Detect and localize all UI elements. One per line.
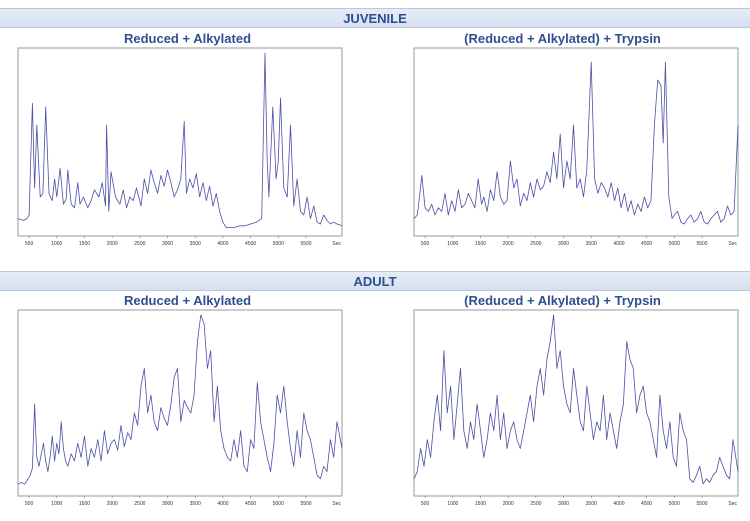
panel-title-juvenile-trypsin: (Reduced + Alkylated) + Trypsin (464, 30, 661, 46)
x-tick-label: 500 (25, 241, 34, 247)
series-line (413, 61, 739, 225)
x-tick-label: 4000 (613, 501, 624, 507)
x-unit-label: Sec (728, 501, 737, 507)
x-tick-label: 5500 (696, 241, 707, 247)
x-tick-label: 1500 (79, 501, 90, 507)
x-tick-label: 3500 (586, 501, 597, 507)
chart-juvenile-reduced-alkylated: 500 1000 1500 2000 2500 3000 3500 4000 4500 5000 5… (17, 47, 343, 247)
x-unit-label: Sec (332, 501, 341, 507)
x-tick-label: 3500 (190, 241, 201, 247)
x-tick-label: 4500 (245, 241, 256, 247)
x-tick-label: 2000 (503, 501, 514, 507)
plot-frame (17, 47, 343, 237)
x-tick-label: 1000 (447, 501, 458, 507)
x-tick-label: 4000 (613, 241, 624, 247)
series-line (413, 314, 739, 485)
series-line (17, 52, 343, 229)
x-tick-label: 2500 (530, 501, 541, 507)
x-tick-label: 4000 (217, 241, 228, 247)
x-tick-label: 4500 (245, 501, 256, 507)
x-tick-label: 4000 (217, 501, 228, 507)
x-tick-label: 3000 (162, 241, 173, 247)
section-header-adult: ADULT (0, 271, 750, 291)
panel-title-adult-reduced-alkylated: Reduced + Alkylated (123, 292, 252, 308)
x-tick-label: 500 (421, 241, 430, 247)
x-tick-label: 500 (25, 501, 34, 507)
x-tick-label: 2500 (134, 501, 145, 507)
x-tick-label: 2500 (134, 241, 145, 247)
x-tick-label: 500 (421, 501, 430, 507)
x-tick-label: 5000 (273, 241, 284, 247)
x-tick-label: 2000 (107, 241, 118, 247)
x-tick-label: 5500 (300, 241, 311, 247)
x-tick-label: 1000 (447, 241, 458, 247)
section-header-juvenile: JUVENILE (0, 8, 750, 28)
x-unit-label: Sec (332, 241, 341, 247)
x-tick-label: 3500 (586, 241, 597, 247)
x-tick-label: 1500 (79, 241, 90, 247)
x-tick-label: 2000 (107, 501, 118, 507)
x-tick-label: 1000 (51, 241, 62, 247)
chart-juvenile-trypsin: 500 1000 1500 2000 2500 3000 3500 4000 4500 5000 5… (413, 47, 739, 247)
plot-frame (413, 47, 739, 237)
x-tick-label: 2000 (503, 241, 514, 247)
x-tick-label: 3500 (190, 501, 201, 507)
x-tick-label: 5500 (696, 501, 707, 507)
x-tick-label: 3000 (558, 501, 569, 507)
panel-title-adult-trypsin: (Reduced + Alkylated) + Trypsin (464, 292, 661, 308)
x-tick-label: 4500 (641, 501, 652, 507)
chart-adult-reduced-alkylated: 500 1000 1500 2000 2500 3000 3500 4000 4500 5000 5… (17, 309, 343, 507)
chart-adult-trypsin: 500 1000 1500 2000 2500 3000 3500 4000 4500 5000 5… (413, 309, 739, 507)
x-tick-label: 5000 (669, 501, 680, 507)
x-tick-label: 2500 (530, 241, 541, 247)
x-tick-label: 5000 (273, 501, 284, 507)
x-tick-label: 3000 (162, 501, 173, 507)
panel-title-juvenile-reduced-alkylated: Reduced + Alkylated (123, 30, 252, 46)
x-tick-label: 1500 (475, 241, 486, 247)
x-tick-label: 1500 (475, 501, 486, 507)
x-tick-label: 1000 (51, 501, 62, 507)
x-tick-label: 5000 (669, 241, 680, 247)
plot-frame (413, 309, 739, 497)
x-tick-label: 3000 (558, 241, 569, 247)
x-tick-label: 4500 (641, 241, 652, 247)
x-unit-label: Sec (728, 241, 737, 247)
x-tick-label: 5500 (300, 501, 311, 507)
series-line (17, 314, 343, 485)
